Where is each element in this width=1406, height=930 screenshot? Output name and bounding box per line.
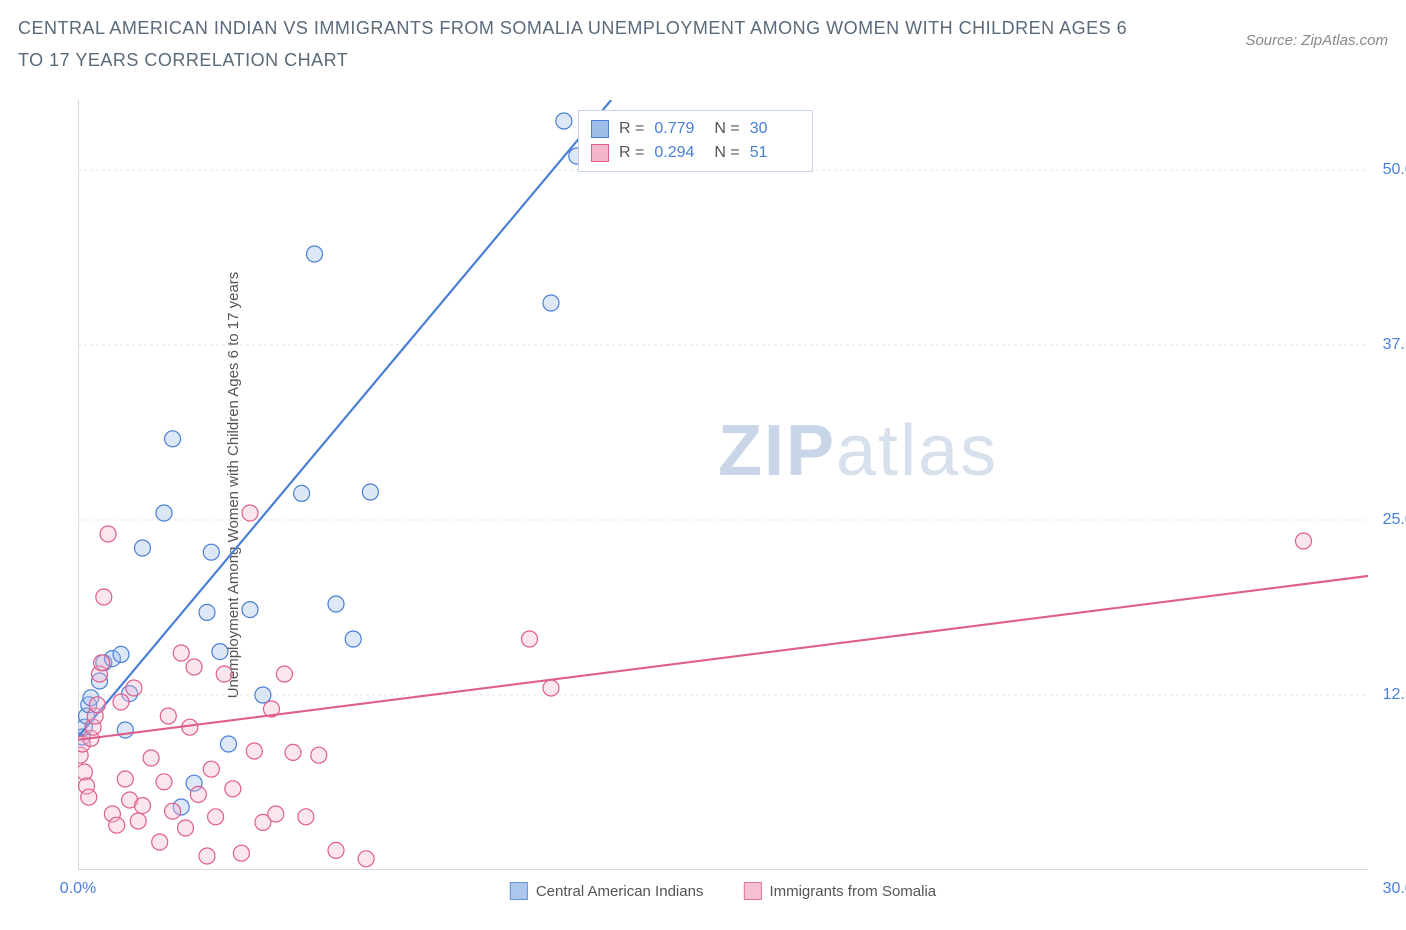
x-end-label: 30.0% (1383, 880, 1406, 898)
source-label: Source: ZipAtlas.com (1245, 32, 1388, 49)
data-point (216, 666, 232, 682)
data-point (165, 431, 181, 447)
data-point (113, 646, 129, 662)
data-point (242, 505, 258, 521)
data-point (328, 596, 344, 612)
stats-row: R = 0.779 N = 30 (591, 117, 800, 141)
legend-item: Immigrants from Somalia (743, 882, 936, 900)
data-point (556, 113, 572, 129)
data-point (358, 851, 374, 867)
y-tick-label: 12.5% (1383, 686, 1406, 704)
stats-swatch (591, 120, 609, 138)
y-tick-label: 50.0% (1383, 161, 1406, 179)
data-point (130, 813, 146, 829)
data-point (94, 655, 110, 671)
data-point (178, 820, 194, 836)
data-point (203, 544, 219, 560)
stats-r-value: 0.779 (654, 117, 704, 141)
data-point (268, 806, 284, 822)
stats-n-value: 30 (750, 117, 800, 141)
legend-label: Immigrants from Somalia (769, 883, 936, 900)
plot-svg (78, 100, 1368, 870)
data-point (135, 540, 151, 556)
data-point (135, 798, 151, 814)
legend-swatch (510, 882, 528, 900)
data-point (89, 697, 105, 713)
data-point (199, 848, 215, 864)
data-point (152, 834, 168, 850)
data-point (199, 604, 215, 620)
stats-r-value: 0.294 (654, 141, 704, 165)
data-point (543, 295, 559, 311)
stats-r-label: R = (619, 141, 644, 165)
chart-area: Unemployment Among Women with Children A… (60, 100, 1380, 870)
data-point (113, 694, 129, 710)
data-point (117, 771, 133, 787)
data-point (81, 789, 97, 805)
data-point (298, 809, 314, 825)
y-tick-label: 37.5% (1383, 336, 1406, 354)
y-tick-label: 25.0% (1383, 511, 1406, 529)
data-point (186, 659, 202, 675)
data-point (328, 842, 344, 858)
data-point (362, 484, 378, 500)
data-point (109, 817, 125, 833)
data-point (233, 845, 249, 861)
data-point (221, 736, 237, 752)
data-point (143, 750, 159, 766)
stats-box: R = 0.779 N = 30 R = 0.294 N = 51 (578, 110, 813, 172)
data-point (173, 645, 189, 661)
data-point (307, 246, 323, 262)
data-point (165, 803, 181, 819)
x-start-label: 0.0% (60, 880, 96, 898)
data-point (255, 687, 271, 703)
data-point (242, 602, 258, 618)
data-point (156, 505, 172, 521)
legend: Central American Indians Immigrants from … (510, 882, 936, 900)
stats-n-value: 51 (750, 141, 800, 165)
stats-row: R = 0.294 N = 51 (591, 141, 800, 165)
data-point (522, 631, 538, 647)
stats-n-label: N = (714, 117, 739, 141)
data-point (160, 708, 176, 724)
data-point (96, 589, 112, 605)
data-point (156, 774, 172, 790)
data-point (543, 680, 559, 696)
data-point (100, 526, 116, 542)
stats-swatch (591, 144, 609, 162)
data-point (246, 743, 262, 759)
data-point (1296, 533, 1312, 549)
data-point (212, 644, 228, 660)
legend-item: Central American Indians (510, 882, 704, 900)
data-point (311, 747, 327, 763)
chart-title: CENTRAL AMERICAN INDIAN VS IMMIGRANTS FR… (18, 12, 1138, 77)
data-point (345, 631, 361, 647)
data-point (126, 680, 142, 696)
scatter-plot: ZIPatlas 12.5%25.0%37.5%50.0%0.0%30.0%Ce… (78, 100, 1368, 870)
data-point (225, 781, 241, 797)
data-point (190, 786, 206, 802)
stats-r-label: R = (619, 117, 644, 141)
data-point (203, 761, 219, 777)
stats-n-label: N = (714, 141, 739, 165)
data-point (285, 744, 301, 760)
data-point (208, 809, 224, 825)
legend-swatch (743, 882, 761, 900)
data-point (294, 485, 310, 501)
trend-line (78, 576, 1368, 740)
data-point (276, 666, 292, 682)
legend-label: Central American Indians (536, 883, 704, 900)
